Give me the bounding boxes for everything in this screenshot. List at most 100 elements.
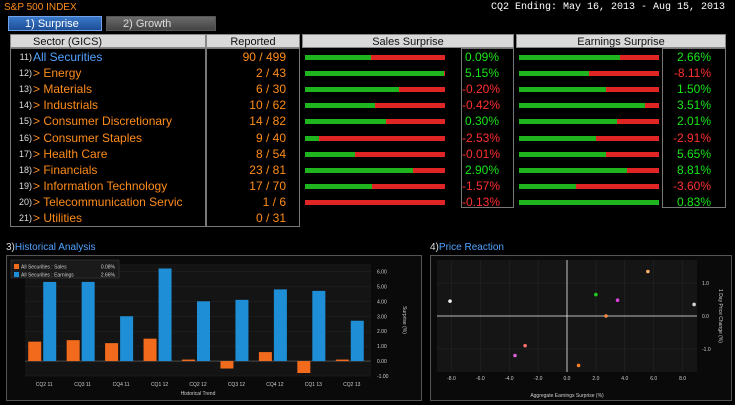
sector-name[interactable]: > Utilities (33, 211, 83, 225)
sales-bar (258, 352, 272, 362)
scatter-point[interactable] (615, 298, 620, 302)
table-row[interactable]: 14) > Industrials 10 / 62 (10, 97, 730, 113)
earnings-positive-bar (519, 119, 617, 125)
tab-surprise[interactable]: 1) Surprise (8, 16, 102, 31)
x-tick-label: -2.0 (534, 376, 543, 382)
price-reaction-chart-frame: -8.0 -6.0 -4.0 -2.0 0.0 2.0 4.0 6.0 8.0 1.0 0.0 -1.… (430, 255, 732, 401)
scatter-point[interactable] (576, 363, 581, 368)
earnings-bar (235, 299, 249, 362)
x-tick-label: -6.0 (476, 376, 485, 382)
sales-bar (182, 359, 195, 362)
sales-surprise-value: -0.20% (462, 82, 501, 97)
sales-surprise-value: -0.01% (462, 146, 501, 161)
sales-positive-bar (305, 151, 356, 157)
earnings-bar (158, 268, 172, 362)
sector-name[interactable]: > Energy (33, 66, 82, 81)
row-number: 13) (18, 84, 32, 95)
chart-legend: All Securities : Sales 0.08% All Securitie… (10, 259, 120, 279)
x-tick-label: CQ2 12 (189, 382, 206, 388)
reported-count: 0 / 31 (255, 211, 286, 225)
historical-analysis-title[interactable]: 3)Historical Analysis (6, 242, 96, 253)
x-tick-label: 0.0 (564, 376, 571, 382)
sales-bar (66, 340, 80, 362)
historical-bar-chart: 6.00 5.00 4.00 3.00 2.00 1.00 0.00 -1.00 CQ2 11 C… (10, 259, 407, 397)
legend-swatch (14, 264, 19, 269)
earnings-negative-bar (605, 151, 659, 157)
scatter-point[interactable] (448, 299, 452, 303)
x-tick-label: CQ3 12 (228, 382, 245, 388)
earnings-bar (43, 281, 57, 362)
column-header-sector[interactable]: Sector (GICS) (10, 34, 206, 48)
sector-name[interactable]: All Securities (33, 50, 103, 64)
sector-name[interactable]: > Health Care (33, 146, 108, 161)
earnings-negative-bar (589, 71, 659, 77)
price-reaction-scatter: -8.0 -6.0 -4.0 -2.0 0.0 2.0 4.0 6.0 8.0 1.0 0.0 -1.… (437, 260, 723, 399)
scatter-point[interactable] (513, 353, 517, 358)
x-tick-label: CQ1 13 (305, 382, 322, 388)
scatter-point[interactable] (523, 343, 527, 348)
column-header-reported[interactable]: Reported (206, 34, 300, 48)
table-row[interactable]: 16) > Consumer Staples 9 / 40 (10, 130, 730, 146)
table-row[interactable]: 21) > Utilities 0 / 31 (10, 210, 730, 226)
scatter-point[interactable] (594, 292, 598, 297)
row-number: 12) (18, 68, 32, 79)
reported-count: 17 / 70 (249, 178, 286, 193)
reported-count: 14 / 82 (249, 114, 286, 129)
earnings-bar (120, 316, 134, 362)
sector-name[interactable]: > Consumer Discretionary (33, 114, 173, 129)
table-row[interactable]: 20) > Telecommunication Servic 1 / 6 (10, 194, 730, 210)
scatter-point[interactable] (604, 314, 608, 318)
sector-name[interactable]: > Financials (33, 162, 98, 177)
x-tick-label: 8.0 (679, 376, 686, 382)
sales-negative-bar (398, 87, 445, 93)
table-row[interactable]: 13) > Materials 6 / 30 (10, 81, 730, 97)
y-tick-label: 5.00 (377, 284, 387, 290)
earnings-positive-bar (519, 199, 659, 205)
tab-growth[interactable]: 2) Growth (106, 16, 216, 31)
sales-negative-bar (386, 119, 445, 125)
sales-negative-bar (443, 71, 445, 77)
row-number: 17) (18, 148, 32, 159)
y-tick-label: 0.0 (702, 314, 709, 320)
earnings-positive-bar (519, 103, 645, 109)
column-header-sales-surprise[interactable]: Sales Surprise (302, 34, 514, 48)
sector-name[interactable]: > Consumer Staples (33, 130, 143, 145)
sector-name[interactable]: > Telecommunication Servic (33, 194, 183, 209)
column-header-earnings-surprise[interactable]: Earnings Surprise (516, 34, 726, 48)
sector-name[interactable]: > Materials (33, 82, 93, 97)
sales-negative-bar (375, 103, 445, 109)
earnings-surprise-value: 3.51% (676, 98, 711, 113)
table-row[interactable]: 18) > Financials 23 / 81 (10, 162, 730, 178)
earnings-negative-bar (626, 167, 659, 173)
table-row[interactable]: 15) > Consumer Discretionary 14 / 82 (10, 113, 730, 129)
earnings-negative-bar (645, 103, 659, 109)
sector-name[interactable]: > Industrials (33, 98, 99, 113)
sector-name[interactable]: > Information Technology (33, 178, 168, 193)
sales-negative-bar (412, 167, 445, 173)
date-range: CQ2 Ending: May 16, 2013 - Aug 15, 2013 (490, 2, 725, 13)
reported-count: 2 / 43 (255, 66, 286, 81)
sales-bar (220, 361, 234, 369)
sales-bar (143, 338, 157, 362)
scatter-point[interactable] (692, 302, 696, 307)
earnings-positive-bar (519, 71, 589, 77)
table-row[interactable]: 17) > Health Care 8 / 54 (10, 146, 730, 162)
sales-surprise-value: 0.30% (464, 114, 499, 129)
earnings-bar (350, 320, 364, 362)
sales-surprise-value: -1.57% (462, 178, 501, 193)
legend-label: All Securities : Earnings (21, 273, 74, 279)
sales-positive-bar (305, 55, 371, 60)
sales-positive-bar (305, 135, 319, 141)
earnings-surprise-value: 0.83% (676, 194, 711, 209)
price-reaction-title[interactable]: 4)Price Reaction (430, 242, 504, 253)
table-row[interactable]: 11) All Securities 90 / 499 (10, 49, 730, 65)
y-tick-label: 0.00 (377, 359, 387, 365)
sales-surprise-value: 0.09% (464, 50, 499, 64)
table-row[interactable]: 12) > Energy 2 / 43 (10, 65, 730, 81)
table-row[interactable]: 19) > Information Technology 17 / 70 (10, 178, 730, 194)
earnings-negative-bar (596, 135, 659, 141)
sales-positive-bar (305, 167, 413, 173)
earnings-negative-bar (605, 87, 659, 93)
scatter-point[interactable] (646, 269, 650, 274)
row-number: 18) (18, 164, 32, 175)
